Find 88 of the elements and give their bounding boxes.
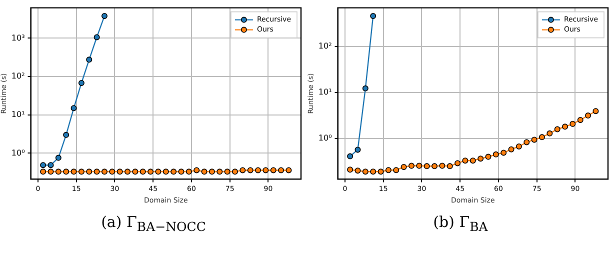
point bbox=[162, 168, 169, 175]
point bbox=[416, 162, 422, 169]
point bbox=[408, 162, 414, 169]
point bbox=[116, 168, 123, 175]
y-tick-label: 10² bbox=[318, 42, 332, 51]
point bbox=[48, 162, 54, 168]
point bbox=[370, 13, 376, 20]
point bbox=[385, 167, 392, 174]
point bbox=[508, 146, 514, 152]
point bbox=[347, 153, 354, 160]
point bbox=[232, 168, 238, 175]
point bbox=[63, 168, 70, 175]
point bbox=[170, 168, 177, 175]
point bbox=[354, 168, 361, 174]
point bbox=[546, 130, 553, 136]
point bbox=[194, 167, 200, 174]
y-tick-label: 10¹ bbox=[318, 88, 332, 97]
point bbox=[432, 163, 438, 170]
point bbox=[247, 167, 254, 174]
point bbox=[516, 143, 522, 150]
point bbox=[101, 168, 108, 175]
point bbox=[370, 168, 376, 175]
point bbox=[400, 164, 407, 170]
point bbox=[124, 168, 131, 175]
point bbox=[216, 168, 223, 175]
point bbox=[240, 167, 246, 174]
y-tick-label: 10¹ bbox=[11, 110, 25, 119]
point bbox=[94, 34, 100, 40]
point bbox=[140, 168, 146, 175]
point bbox=[208, 168, 215, 175]
point bbox=[48, 168, 54, 175]
point bbox=[109, 168, 116, 175]
point bbox=[446, 163, 453, 170]
point bbox=[270, 167, 276, 174]
point bbox=[148, 168, 154, 175]
point bbox=[362, 85, 368, 92]
point bbox=[462, 158, 468, 164]
point bbox=[570, 120, 576, 127]
point bbox=[155, 168, 162, 175]
point bbox=[492, 151, 499, 158]
y-tick-label: 10² bbox=[11, 72, 25, 81]
point bbox=[255, 167, 262, 174]
point bbox=[524, 139, 530, 146]
point bbox=[178, 168, 184, 175]
point bbox=[40, 168, 46, 175]
point bbox=[55, 168, 62, 175]
point bbox=[562, 124, 568, 130]
point bbox=[393, 167, 400, 174]
point bbox=[94, 168, 100, 175]
point bbox=[470, 158, 476, 164]
point bbox=[70, 105, 77, 112]
point bbox=[347, 166, 354, 173]
point bbox=[378, 168, 384, 175]
point bbox=[132, 168, 138, 175]
point bbox=[531, 136, 538, 143]
point bbox=[70, 168, 77, 175]
point bbox=[485, 154, 492, 160]
text: (a) Γ$_{BA−NOCC}$ bbox=[100, 213, 207, 234]
point bbox=[538, 134, 545, 140]
point bbox=[478, 156, 484, 162]
point bbox=[500, 150, 507, 156]
point bbox=[577, 116, 584, 123]
point bbox=[424, 163, 430, 170]
point bbox=[224, 168, 230, 175]
point bbox=[278, 167, 284, 174]
point bbox=[55, 154, 62, 161]
point bbox=[86, 56, 92, 63]
point bbox=[63, 132, 70, 138]
point bbox=[362, 168, 368, 175]
point bbox=[86, 168, 92, 175]
y-tick-label: 10⁰ bbox=[11, 148, 25, 158]
y-tick-label: 10⁰ bbox=[318, 134, 332, 143]
point bbox=[585, 112, 592, 119]
point bbox=[201, 168, 208, 175]
point bbox=[78, 168, 84, 175]
point bbox=[101, 12, 108, 19]
point bbox=[454, 160, 461, 166]
point bbox=[592, 108, 599, 114]
point bbox=[554, 126, 560, 132]
point bbox=[286, 167, 292, 174]
point bbox=[186, 168, 192, 175]
point bbox=[262, 167, 269, 174]
point bbox=[439, 162, 446, 169]
point bbox=[40, 162, 46, 168]
point bbox=[78, 80, 84, 86]
y-tick-label: 10³ bbox=[11, 33, 25, 42]
text: (b) Γ$_{BA}$ bbox=[432, 213, 489, 234]
point bbox=[354, 146, 361, 153]
